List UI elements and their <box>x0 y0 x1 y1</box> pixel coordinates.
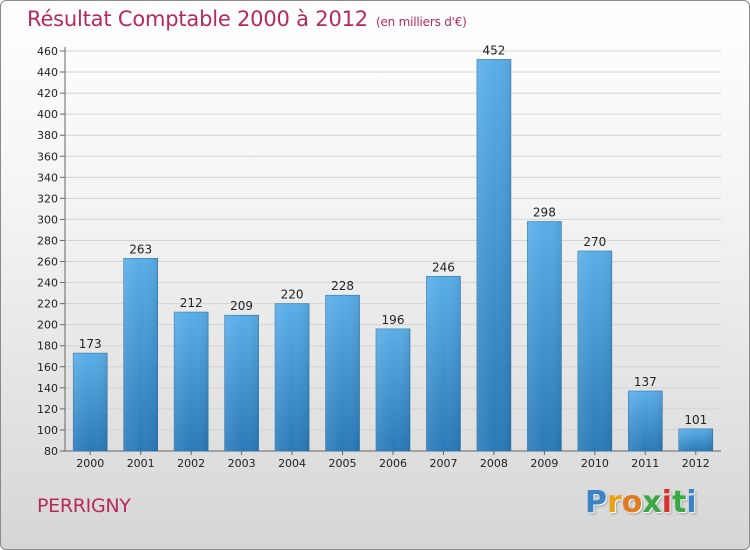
x-tick-label: 2004 <box>278 457 306 470</box>
y-tick-label: 100 <box>37 424 58 437</box>
logo-letter: x <box>642 485 662 520</box>
data-label: 452 <box>482 43 505 57</box>
bar-shine-2007 <box>426 276 461 451</box>
y-tick-label: 180 <box>37 340 58 353</box>
bar-shine-2011 <box>628 391 663 451</box>
bar-shine-2005 <box>325 295 360 451</box>
logo-letter: i <box>686 485 697 520</box>
bar-shine-2009 <box>527 221 562 451</box>
logo-letter: r <box>607 485 622 520</box>
data-label: 228 <box>331 279 354 293</box>
logo-letter: t <box>672 485 687 520</box>
bar-shine-2012 <box>678 428 713 451</box>
x-tick-label: 2002 <box>177 457 205 470</box>
x-tick-label: 2007 <box>429 457 457 470</box>
x-tick-label: 2003 <box>228 457 256 470</box>
y-tick-label: 240 <box>37 277 58 290</box>
proxiti-logo: Proxiti <box>585 485 697 520</box>
bar-shine-2000 <box>73 353 108 451</box>
logo-letter: P <box>585 485 607 520</box>
y-tick-label: 300 <box>37 213 58 226</box>
y-tick-label: 260 <box>37 256 58 269</box>
x-tick-label: 2010 <box>581 457 609 470</box>
data-label: 137 <box>634 375 657 389</box>
y-tick-label: 360 <box>37 150 58 163</box>
y-axis-ticks: 80 100 120 140 160 180 200 220 240 260 280 300 320 34… <box>37 45 58 458</box>
bar-shine-2008 <box>476 59 511 451</box>
y-tick-label: 320 <box>37 192 58 205</box>
x-tick-label: 2001 <box>127 457 155 470</box>
town-name: PERRIGNY <box>37 495 131 517</box>
data-label: 246 <box>432 260 455 274</box>
data-label: 196 <box>382 313 405 327</box>
y-tick-label: 340 <box>37 171 58 184</box>
chart-title: Résultat Comptable 2000 à 2012 (en millie… <box>27 7 467 31</box>
data-label: 220 <box>281 288 304 302</box>
bar-shine-2002 <box>174 312 209 451</box>
y-tick-label: 400 <box>37 108 58 121</box>
data-label: 298 <box>533 206 556 220</box>
data-label: 263 <box>129 242 152 256</box>
data-labels: 173 263 212 209 220 228 196 246 452 298 270 137 101 <box>79 43 707 426</box>
x-tick-label: 2006 <box>379 457 407 470</box>
data-label: 270 <box>583 235 606 249</box>
x-tick-label: 2000 <box>76 457 104 470</box>
bar-shine-2003 <box>224 315 259 451</box>
x-tick-label: 2011 <box>631 457 659 470</box>
logo-letter: o <box>621 485 643 520</box>
x-tick-label: 2005 <box>329 457 357 470</box>
y-tick-label: 200 <box>37 319 58 332</box>
y-tick-label: 220 <box>37 298 58 311</box>
x-tick-label: 2008 <box>480 457 508 470</box>
bar-shine-2006 <box>376 328 410 451</box>
x-tick-label: 2012 <box>682 457 710 470</box>
x-tick-label: 2009 <box>530 457 558 470</box>
data-label: 173 <box>79 337 102 351</box>
y-tick-label: 80 <box>44 445 58 458</box>
data-label: 101 <box>684 413 707 427</box>
x-axis-ticks: 2000 2001 2002 2003 2004 2005 2006 2007 2008 2009… <box>76 451 710 470</box>
bars <box>72 59 714 452</box>
y-tick-label: 440 <box>37 66 58 79</box>
bar-shine-2004 <box>275 303 310 451</box>
y-tick-label: 280 <box>37 234 58 247</box>
y-tick-label: 380 <box>37 129 58 142</box>
y-tick-label: 420 <box>37 87 58 100</box>
y-tick-label: 120 <box>37 403 58 416</box>
chart-subtitle: (en milliers d'€) <box>375 15 467 29</box>
y-tick-label: 460 <box>37 45 58 58</box>
logo-letter: i <box>661 485 673 520</box>
data-label: 209 <box>230 299 253 313</box>
y-tick-label: 160 <box>37 361 58 374</box>
title-text: Résultat Comptable 2000 à 2012 <box>27 7 368 31</box>
data-label: 212 <box>180 296 203 310</box>
bar-shine-2010 <box>577 251 612 451</box>
bar-shine-2001 <box>123 258 158 451</box>
y-tick-label: 140 <box>37 382 58 395</box>
